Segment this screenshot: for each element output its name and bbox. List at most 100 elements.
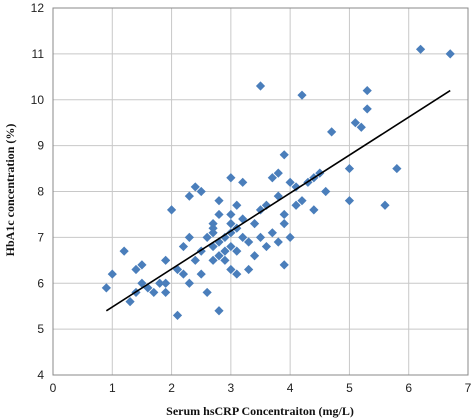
data-point — [291, 182, 301, 192]
data-point — [362, 85, 372, 96]
data-point — [190, 182, 200, 192]
data-point — [327, 127, 337, 137]
plot-frame — [52, 7, 469, 376]
data-point — [226, 173, 236, 183]
data-point — [161, 255, 171, 265]
data-point — [267, 228, 277, 238]
data-point — [344, 196, 355, 206]
x-tick-label: 0 — [50, 381, 57, 395]
y-tick-label: 6 — [37, 276, 44, 290]
y-tick-labels: 4 5 6 7 8 9 10 11 12 — [31, 1, 45, 382]
x-tick-label: 1 — [109, 381, 116, 395]
data-point — [220, 246, 230, 256]
data-point — [344, 163, 355, 174]
data-point — [279, 209, 289, 220]
y-tick-label: 4 — [37, 368, 44, 382]
data-point — [249, 219, 260, 229]
grid — [52, 7, 469, 376]
data-point — [255, 232, 266, 242]
data-point — [285, 177, 295, 187]
data-point — [244, 237, 254, 247]
x-tick-label: 4 — [287, 381, 294, 395]
data-point — [155, 278, 165, 288]
data-point — [178, 269, 189, 279]
x-tick-labels: 0 1 2 3 4 5 6 7 — [50, 381, 472, 395]
data-point — [214, 251, 224, 261]
y-tick-label: 12 — [31, 1, 45, 15]
data-point — [273, 168, 283, 178]
data-point — [244, 264, 254, 275]
data-point — [161, 287, 171, 298]
data-point — [190, 255, 200, 265]
data-point — [214, 209, 224, 220]
data-point — [350, 118, 360, 128]
data-point — [392, 163, 402, 174]
data-point — [178, 241, 189, 252]
x-tick-label: 6 — [405, 381, 412, 395]
data-point — [255, 81, 266, 91]
data-point — [220, 255, 230, 265]
y-tick-label: 11 — [32, 47, 45, 61]
data-point — [220, 232, 230, 242]
data-point — [321, 186, 331, 197]
data-point — [196, 186, 206, 197]
data-point — [107, 269, 117, 279]
data-point — [356, 122, 366, 132]
data-point — [261, 200, 272, 210]
data-point — [232, 246, 242, 256]
data-point — [131, 264, 141, 275]
x-tick-label: 2 — [168, 381, 175, 395]
data-point — [309, 205, 319, 215]
data-point — [249, 251, 260, 261]
trend-line — [105, 89, 451, 312]
data-point — [297, 90, 307, 100]
data-point — [267, 173, 277, 183]
data-point — [279, 219, 289, 229]
data-point — [202, 287, 212, 298]
y-tick-label: 8 — [37, 185, 44, 199]
data-point — [261, 241, 272, 252]
data-point — [208, 255, 218, 265]
data-point — [101, 283, 111, 293]
data-point — [166, 205, 177, 215]
y-axis-title: HbA1c concentration (%) — [3, 124, 17, 257]
y-tick-label: 9 — [37, 139, 44, 153]
data-points — [101, 44, 455, 320]
data-point — [226, 241, 236, 252]
y-tick-label: 10 — [31, 93, 45, 107]
data-point — [161, 278, 171, 288]
data-point — [291, 200, 301, 210]
data-point — [226, 264, 236, 275]
data-point — [255, 205, 266, 215]
data-point — [415, 44, 426, 54]
x-tick-label: 7 — [465, 381, 472, 395]
data-point — [445, 49, 455, 59]
data-point — [184, 278, 194, 288]
data-point — [119, 246, 129, 256]
data-point — [214, 306, 224, 316]
y-tick-label: 7 — [37, 230, 44, 244]
data-point — [184, 191, 194, 201]
data-point — [362, 104, 372, 114]
data-point — [279, 260, 289, 270]
data-point — [184, 232, 194, 242]
data-point — [143, 283, 153, 293]
data-point — [226, 209, 236, 220]
data-point — [297, 196, 307, 206]
data-point — [380, 200, 390, 210]
data-point — [273, 237, 283, 247]
data-point — [137, 278, 147, 288]
data-point — [279, 150, 289, 160]
data-point — [238, 177, 248, 187]
x-tick-label: 3 — [228, 381, 235, 395]
data-point — [202, 232, 212, 242]
data-point — [196, 269, 206, 279]
data-point — [232, 269, 242, 279]
data-point — [285, 232, 295, 242]
data-point — [149, 287, 159, 298]
y-tick-label: 5 — [37, 322, 44, 336]
data-point — [125, 297, 135, 307]
data-point — [238, 232, 248, 242]
data-point — [232, 200, 242, 210]
